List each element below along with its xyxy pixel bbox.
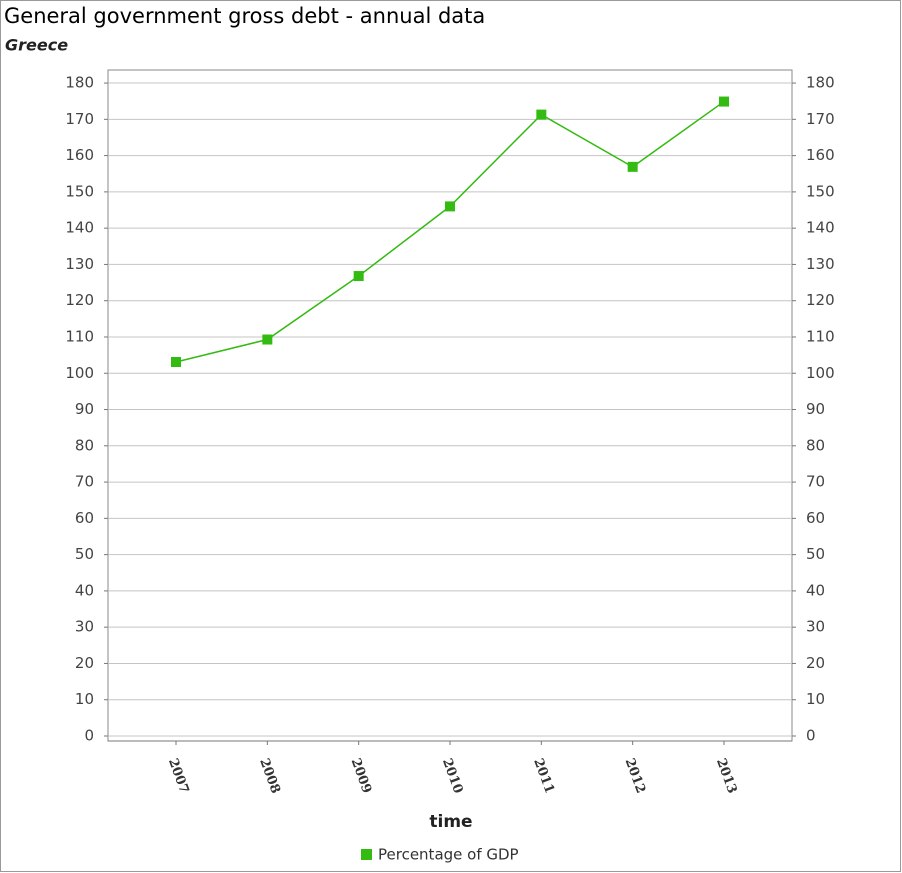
point-marker [353,271,364,282]
y-tick-label: 70 [75,473,94,491]
y2-tick-label: 0 [806,727,816,745]
y2-tick-label: 170 [806,110,835,128]
y-tick-label: 20 [75,654,94,672]
y-tick-label: 110 [65,327,94,345]
y2-tick-label: 120 [806,291,835,309]
y-tick-label: 100 [65,364,94,382]
y2-tick-label: 60 [806,509,825,527]
x-axis-label: time [429,812,472,832]
y2-tick-label: 10 [806,690,825,708]
y-tick-label: 160 [65,146,94,164]
point-marker [445,201,455,212]
chart-title: General government gross debt - annual d… [4,4,485,28]
point-marker [536,109,547,120]
y-tick-label: 30 [75,618,94,636]
y2-tick-label: 90 [806,400,825,418]
plot-area [107,69,793,742]
y2-tick-label: 180 [806,74,835,92]
y-tick-label: 10 [75,690,94,708]
point-marker [262,334,273,345]
y-tick-label: 80 [75,436,94,454]
y2-tick-label: 80 [806,436,825,454]
y-tick-label: 130 [65,255,94,273]
y-tick-label: 170 [65,110,94,128]
y2-tick-label: 140 [806,219,835,237]
chart-subtitle: Greece [5,36,68,55]
y-tick-label: 0 [84,727,94,745]
point-marker [627,161,638,172]
y-tick-label: 90 [75,400,94,418]
legend-swatch [361,849,372,860]
y2-tick-label: 30 [806,618,825,636]
legend-label: Percentage of GDP [378,846,519,864]
y2-tick-label: 110 [806,327,835,345]
point-marker [171,357,181,368]
y2-tick-label: 130 [806,255,835,273]
y-tick-label: 150 [65,182,94,200]
y-tick-label: 140 [65,219,94,237]
y-tick-label: 40 [75,581,94,599]
point-marker [719,96,729,107]
y2-tick-label: 50 [806,545,825,563]
y2-tick-label: 40 [806,581,825,599]
y2-tick-label: 70 [806,473,825,491]
y-tick-label: 60 [75,509,94,527]
y2-tick-label: 160 [806,146,835,164]
y-tick-label: 120 [65,291,94,309]
y2-tick-label: 150 [806,182,835,200]
y2-tick-label: 100 [806,364,835,382]
y2-tick-label: 20 [806,654,825,672]
y-tick-label: 180 [65,74,94,92]
y-tick-label: 50 [75,545,94,563]
